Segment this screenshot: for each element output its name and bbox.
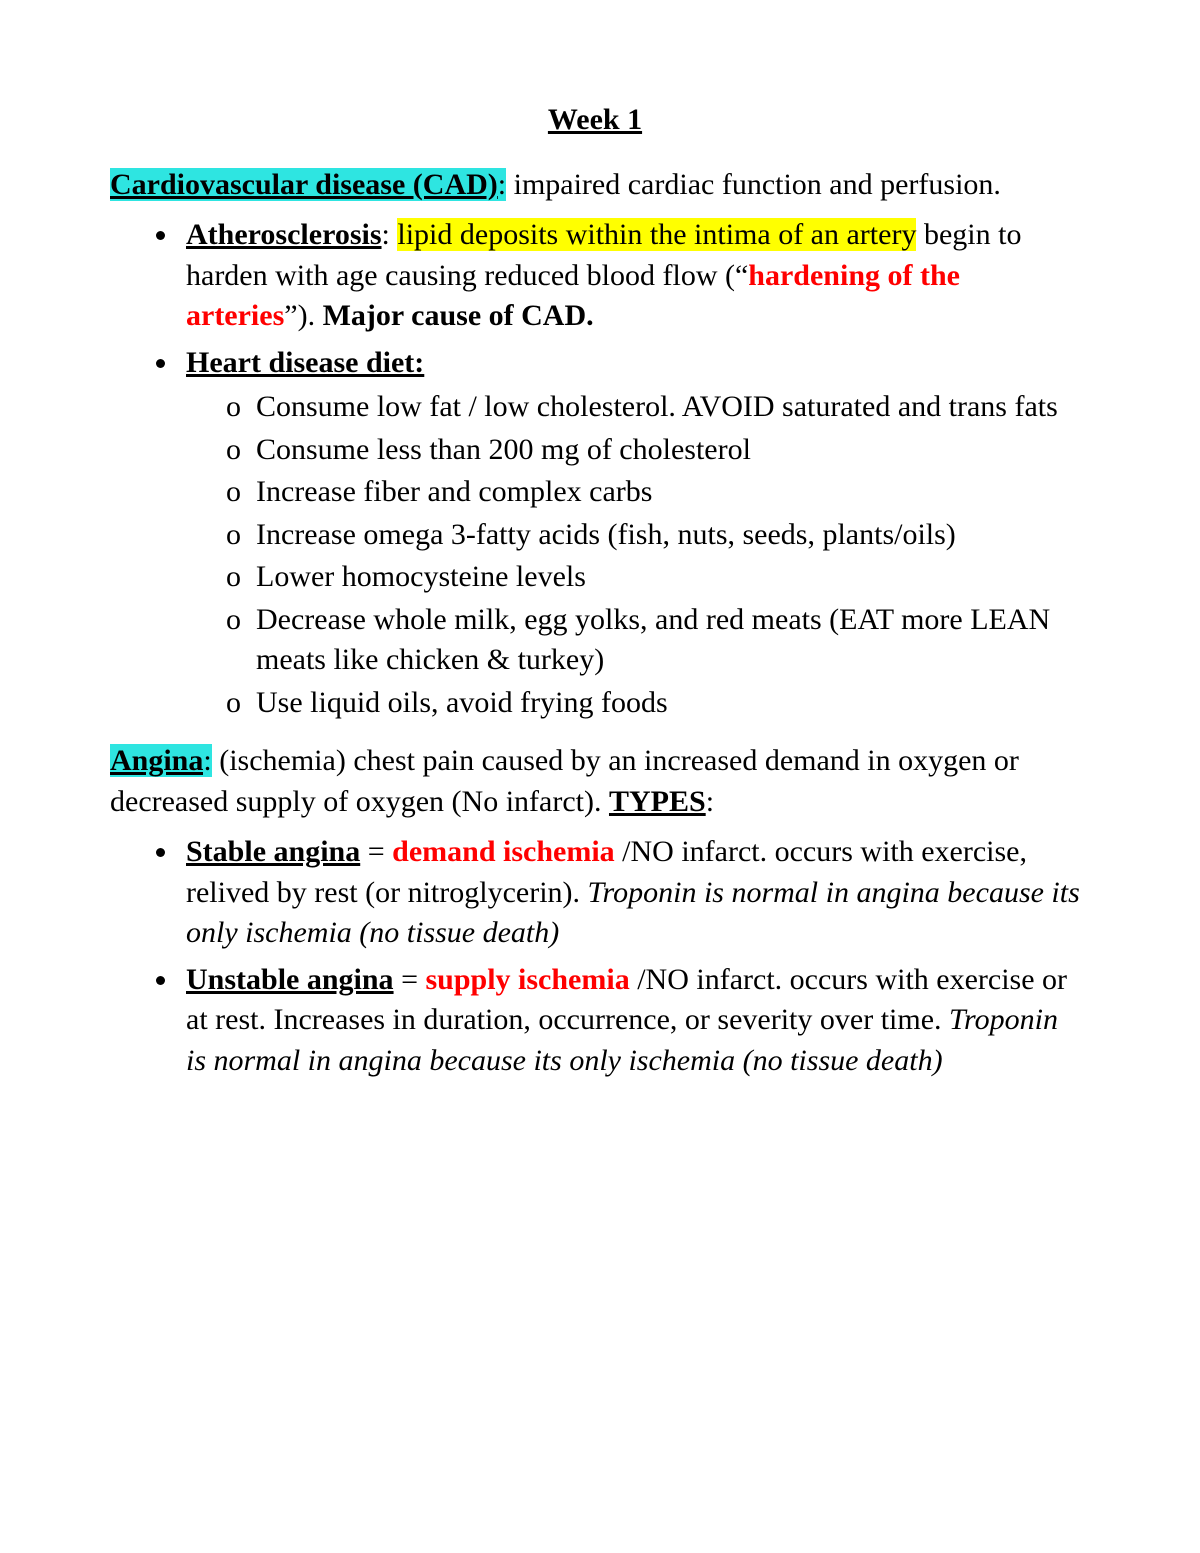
diet-subitem: Increase omega 3-fatty acids (fish, nuts… (226, 515, 1080, 556)
cad-paragraph: Cardiovascular disease (CAD): impaired c… (110, 165, 1080, 206)
angina-text: (ischemia) chest pain caused by an incre… (110, 744, 1019, 818)
cad-text: impaired cardiac function and perfusion. (506, 168, 1001, 201)
cad-bullet-list: Atherosclerosis: lipid deposits within t… (110, 215, 1080, 723)
types-label: TYPES (609, 785, 706, 818)
unstable-item: Unstable angina = supply ischemia /NO in… (180, 960, 1080, 1082)
stable-eq: = (360, 835, 392, 868)
athero-highlight: lipid deposits within the intima of an a… (397, 218, 916, 251)
cad-colon: : (498, 168, 506, 201)
diet-item: Heart disease diet: Consume low fat / lo… (180, 343, 1080, 724)
cad-heading: Cardiovascular disease (CAD) (110, 168, 498, 201)
angina-heading: Angina (110, 744, 203, 777)
stable-item: Stable angina = demand ischemia /NO infa… (180, 832, 1080, 954)
document-page: Week 1 Cardiovascular disease (CAD): imp… (0, 0, 1200, 1553)
diet-label: Heart disease diet: (186, 346, 424, 379)
athero-label: Atherosclerosis (186, 218, 382, 251)
diet-sublist: Consume low fat / low cholesterol. AVOID… (186, 387, 1080, 723)
diet-subitem: Increase fiber and complex carbs (226, 472, 1080, 513)
athero-tail: Major cause of CAD. (323, 299, 594, 332)
diet-subitem: Lower homocysteine levels (226, 557, 1080, 598)
athero-closeq: ”). (284, 299, 322, 332)
diet-subitem: Consume low fat / low cholesterol. AVOID… (226, 387, 1080, 428)
angina-bullet-list: Stable angina = demand ischemia /NO infa… (110, 832, 1080, 1081)
athero-colon: : (382, 218, 398, 251)
stable-label: Stable angina (186, 835, 360, 868)
athero-item: Atherosclerosis: lipid deposits within t… (180, 215, 1080, 337)
angina-paragraph: Angina: (ischemia) chest pain caused by … (110, 741, 1080, 822)
unstable-red: supply ischemia (425, 963, 629, 996)
diet-subitem: Consume less than 200 mg of cholesterol (226, 430, 1080, 471)
diet-subitem: Use liquid oils, avoid frying foods (226, 683, 1080, 724)
stable-red: demand ischemia (392, 835, 615, 868)
unstable-label: Unstable angina (186, 963, 394, 996)
angina-colon: : (203, 744, 211, 777)
unstable-eq: = (394, 963, 426, 996)
diet-subitem: Decrease whole milk, egg yolks, and red … (226, 600, 1080, 681)
types-colon: : (706, 785, 714, 818)
page-title: Week 1 (110, 100, 1080, 141)
